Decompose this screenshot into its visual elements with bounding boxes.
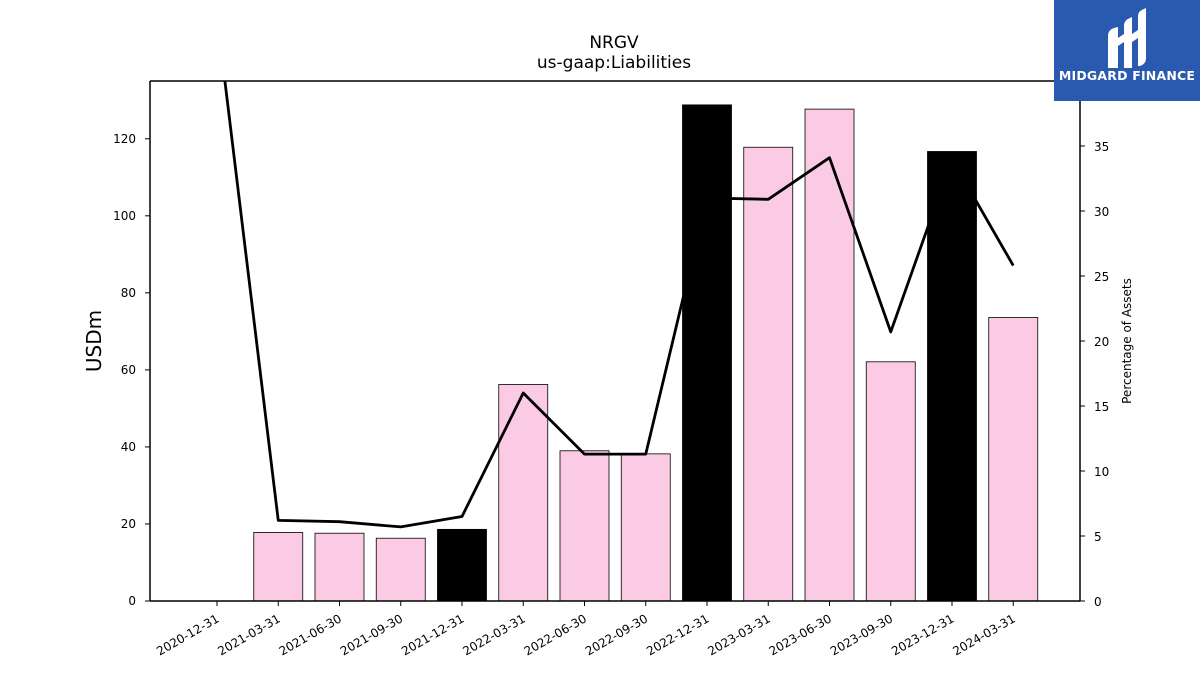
x-tick-label: 2022-03-31: [460, 611, 527, 658]
y-tick-label: 0: [128, 594, 136, 608]
chart-title: NRGV: [589, 33, 639, 53]
bar: [620, 453, 671, 602]
y-axis-ticks: 0 20 40 60 80 100 120: [113, 132, 150, 608]
bar: [804, 108, 855, 602]
bar: [682, 104, 732, 602]
y-tick-label: 40: [121, 440, 136, 454]
y2-tick-label: 15: [1094, 400, 1109, 414]
x-tick-label: 2022-09-30: [583, 611, 650, 658]
chart-subtitle: us-gaap:Liabilities: [537, 53, 691, 73]
y2-tick-label: 10: [1094, 465, 1109, 479]
x-tick-label: 2021-09-30: [338, 611, 405, 658]
bar: [988, 317, 1039, 602]
bar: [375, 537, 426, 602]
y-tick-label: 100: [113, 209, 136, 223]
y2-axis-label: Percentage of Assets: [1120, 278, 1134, 404]
y-tick-label: 80: [121, 286, 136, 300]
x-axis-ticks: 2020-12-312021-03-312021-06-302021-09-30…: [154, 601, 1018, 658]
y2-tick-label: 0: [1094, 595, 1102, 609]
x-tick-label: 2023-09-30: [828, 611, 895, 658]
bar: [498, 384, 549, 602]
line-path: [223, 81, 1015, 529]
bar: [927, 151, 977, 602]
bar: [437, 528, 487, 602]
bar-series: [253, 104, 1039, 602]
bar: [743, 146, 794, 602]
y2-tick-label: 5: [1094, 530, 1102, 544]
x-tick-label: 2024-03-31: [950, 611, 1017, 658]
bar: [314, 532, 365, 602]
y2-tick-label: 35: [1094, 140, 1109, 154]
y2-axis-ticks: 0 5 10 15 20 25 30 35: [1080, 140, 1109, 609]
x-tick-label: 2021-03-31: [215, 611, 282, 658]
brand-logo: MIDGARD FINANCE: [1054, 0, 1200, 101]
x-tick-label: 2020-12-31: [154, 611, 221, 658]
bar: [253, 532, 304, 602]
x-tick-label: 2021-12-31: [399, 611, 466, 658]
x-tick-label: 2022-12-31: [644, 611, 711, 658]
midgard-logo-mark-icon: [1108, 8, 1146, 68]
y2-tick-label: 30: [1094, 205, 1109, 219]
brand-name: MIDGARD FINANCE: [1058, 68, 1196, 83]
x-tick-label: 2023-06-30: [767, 611, 834, 658]
y-tick-label: 60: [121, 363, 136, 377]
bar: [865, 361, 916, 602]
y-axis-label: USDm: [82, 310, 106, 372]
y2-tick-label: 25: [1094, 270, 1109, 284]
y-tick-label: 20: [121, 517, 136, 531]
line-series: [223, 81, 1015, 529]
y2-tick-label: 20: [1094, 335, 1109, 349]
x-tick-label: 2022-06-30: [522, 611, 589, 658]
x-tick-label: 2021-06-30: [277, 611, 344, 658]
x-tick-label: 2023-03-31: [705, 611, 772, 658]
y-tick-label: 120: [113, 132, 136, 146]
bar: [559, 450, 610, 602]
x-tick-label: 2023-12-31: [889, 611, 956, 658]
